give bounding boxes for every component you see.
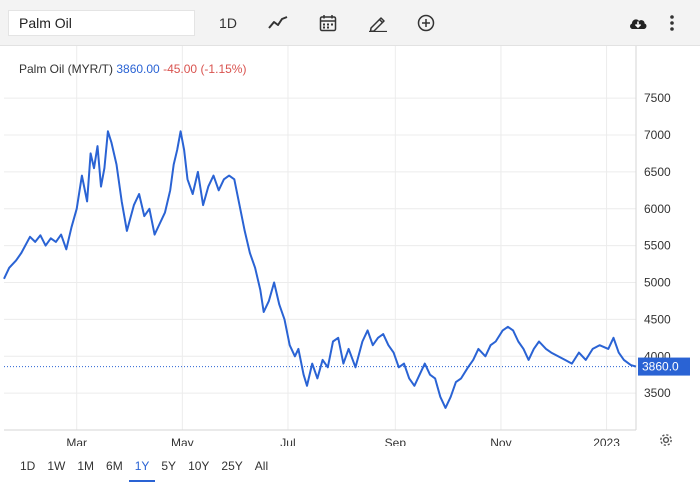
time-range-selector: 1D 1W 1M 6M 1Y 5Y 10Y 25Y All (14, 452, 274, 482)
search-input[interactable]: Palm Oil (8, 10, 195, 36)
gear-icon[interactable] (658, 432, 674, 448)
last-price: 3860.00 (116, 62, 160, 76)
last-price-badge (638, 357, 690, 376)
calendar-icon[interactable] (313, 9, 343, 37)
plus-circle-icon[interactable] (411, 9, 441, 37)
range-button-1m[interactable]: 1M (77, 459, 95, 473)
price-series-line (3, 130, 637, 409)
y-tick-label: 4500 (644, 312, 671, 326)
y-tick-label: 6500 (644, 165, 671, 179)
y-tick-label: 5000 (644, 276, 671, 290)
x-tick-label: Nov (490, 436, 511, 446)
y-tick-label: 7000 (644, 128, 671, 142)
range-button-5y[interactable]: 5Y (161, 459, 177, 473)
range-button-1d[interactable]: 1D (20, 459, 36, 473)
y-tick-label: 6000 (644, 202, 671, 216)
x-tick-label: Sep (385, 436, 407, 446)
period-selector-button[interactable]: 1D (219, 15, 237, 31)
toolbar: Palm Oil 1D (0, 0, 700, 46)
x-tick-label: May (171, 436, 194, 446)
range-button-10y[interactable]: 10Y (188, 459, 210, 473)
range-button-all[interactable]: All (254, 459, 269, 473)
range-button-25y[interactable]: 25Y (221, 459, 243, 473)
x-tick-label: Jul (280, 436, 295, 446)
more-vertical-icon[interactable] (660, 9, 684, 37)
range-button-1w[interactable]: 1W (47, 459, 66, 473)
x-tick-label: Mar (66, 436, 87, 446)
line-chart-icon[interactable] (263, 9, 293, 37)
cloud-download-icon[interactable] (623, 9, 653, 37)
chart-area[interactable]: 3500 4000 4500 5000 5500 6000 6500 7000 7500 Mar M… (0, 46, 700, 450)
instrument-name: Palm Oil (MYR/T) (19, 62, 113, 76)
x-tick-label: 2023 (593, 436, 620, 446)
last-price-badge-label: 3860.0 (642, 360, 679, 374)
range-button-6m[interactable]: 6M (106, 459, 123, 473)
range-button-1y[interactable]: 1Y (128, 452, 156, 482)
pencil-icon[interactable] (363, 9, 393, 37)
y-tick-label: 5500 (644, 239, 671, 253)
y-tick-label: 3500 (644, 386, 671, 400)
price-change: -45.00 (-1.15%) (163, 62, 247, 76)
chart-header: Palm Oil (MYR/T) 3860.00 -45.00 (-1.15%) (19, 62, 246, 76)
y-tick-label: 7500 (644, 91, 671, 105)
